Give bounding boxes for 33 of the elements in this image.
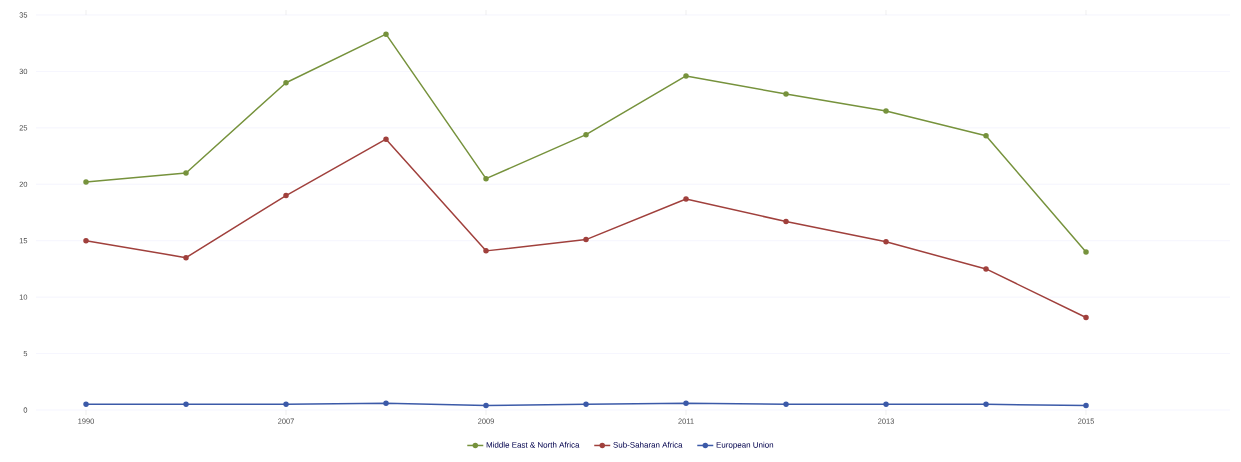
point xyxy=(583,236,589,243)
point xyxy=(83,401,89,408)
point xyxy=(983,401,989,408)
point xyxy=(383,136,389,142)
point xyxy=(283,79,289,86)
point xyxy=(883,401,889,408)
point xyxy=(883,239,889,245)
point xyxy=(83,237,89,244)
point xyxy=(1083,402,1089,409)
point xyxy=(183,401,189,408)
point xyxy=(883,108,889,114)
point xyxy=(783,218,789,225)
point xyxy=(1083,249,1089,255)
point xyxy=(383,400,389,406)
point xyxy=(83,179,89,185)
point xyxy=(683,400,689,406)
point xyxy=(783,401,789,408)
point xyxy=(683,196,689,202)
point xyxy=(1083,314,1089,321)
point xyxy=(483,248,489,254)
point xyxy=(583,401,589,408)
point xyxy=(983,266,989,272)
point xyxy=(183,254,189,261)
point xyxy=(183,170,189,176)
point xyxy=(983,133,989,139)
point xyxy=(683,73,689,79)
point xyxy=(483,175,489,182)
point xyxy=(283,192,289,199)
point xyxy=(583,131,589,138)
point xyxy=(383,31,389,37)
point xyxy=(283,401,289,408)
point xyxy=(783,91,789,97)
point xyxy=(483,402,489,409)
